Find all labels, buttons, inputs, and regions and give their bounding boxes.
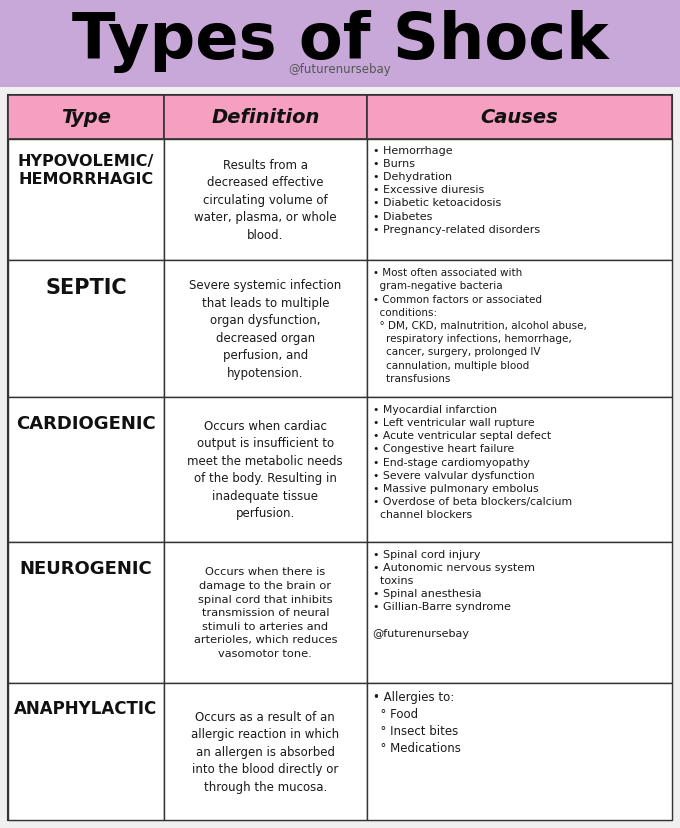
FancyBboxPatch shape <box>0 0 680 88</box>
Text: • Myocardial infarction
• Left ventricular wall rupture
• Acute ventricular sept: • Myocardial infarction • Left ventricul… <box>373 404 572 520</box>
Text: Types of Shock: Types of Shock <box>71 10 609 73</box>
FancyBboxPatch shape <box>367 96 672 139</box>
Text: NEUROGENIC: NEUROGENIC <box>20 559 152 577</box>
Text: ANAPHYLACTIC: ANAPHYLACTIC <box>14 700 158 718</box>
FancyBboxPatch shape <box>164 261 367 397</box>
FancyBboxPatch shape <box>8 139 164 261</box>
Text: Occurs as a result of an
allergic reaction in which
an allergen is absorbed
into: Occurs as a result of an allergic reacti… <box>191 710 339 793</box>
Text: • Spinal cord injury
• Autonomic nervous system
  toxins
• Spinal anesthesia
• G: • Spinal cord injury • Autonomic nervous… <box>373 549 534 638</box>
FancyBboxPatch shape <box>367 397 672 542</box>
Text: Severe systemic infection
that leads to multiple
organ dysfunction,
decreased or: Severe systemic infection that leads to … <box>189 279 341 379</box>
Text: • Hemorrhage
• Burns
• Dehydration
• Excessive diuresis
• Diabetic ketoacidosis
: • Hemorrhage • Burns • Dehydration • Exc… <box>373 146 540 234</box>
Text: Occurs when cardiac
output is insufficient to
meet the metabolic needs
of the bo: Occurs when cardiac output is insufficie… <box>188 419 343 520</box>
Text: Type: Type <box>61 108 111 127</box>
FancyBboxPatch shape <box>367 139 672 261</box>
Text: @futurenursebay: @futurenursebay <box>288 63 392 76</box>
FancyBboxPatch shape <box>164 96 367 139</box>
FancyBboxPatch shape <box>8 96 164 139</box>
FancyBboxPatch shape <box>8 96 672 820</box>
Text: • Most often associated with
  gram-negative bacteria
• Common factors or associ: • Most often associated with gram-negati… <box>373 267 586 383</box>
FancyBboxPatch shape <box>8 261 164 397</box>
FancyBboxPatch shape <box>164 139 367 261</box>
Text: • Allergies to:
  ° Food
  ° Insect bites
  ° Medications: • Allergies to: ° Food ° Insect bites ° … <box>373 690 460 754</box>
Text: Occurs when there is
damage to the brain or
spinal cord that inhibits
transmissi: Occurs when there is damage to the brain… <box>194 567 337 658</box>
Text: Definition: Definition <box>211 108 320 127</box>
FancyBboxPatch shape <box>164 397 367 542</box>
FancyBboxPatch shape <box>164 683 367 820</box>
FancyBboxPatch shape <box>367 542 672 683</box>
Text: Causes: Causes <box>480 108 558 127</box>
FancyBboxPatch shape <box>367 261 672 397</box>
Text: Results from a
decreased effective
circulating volume of
water, plasma, or whole: Results from a decreased effective circu… <box>194 159 337 242</box>
FancyBboxPatch shape <box>8 542 164 683</box>
FancyBboxPatch shape <box>367 683 672 820</box>
FancyBboxPatch shape <box>8 683 164 820</box>
Text: SEPTIC: SEPTIC <box>45 277 127 297</box>
FancyBboxPatch shape <box>164 542 367 683</box>
Text: HYPOVOLEMIC/
HEMORRHAGIC: HYPOVOLEMIC/ HEMORRHAGIC <box>18 154 154 186</box>
Text: CARDIOGENIC: CARDIOGENIC <box>16 415 156 432</box>
FancyBboxPatch shape <box>8 397 164 542</box>
